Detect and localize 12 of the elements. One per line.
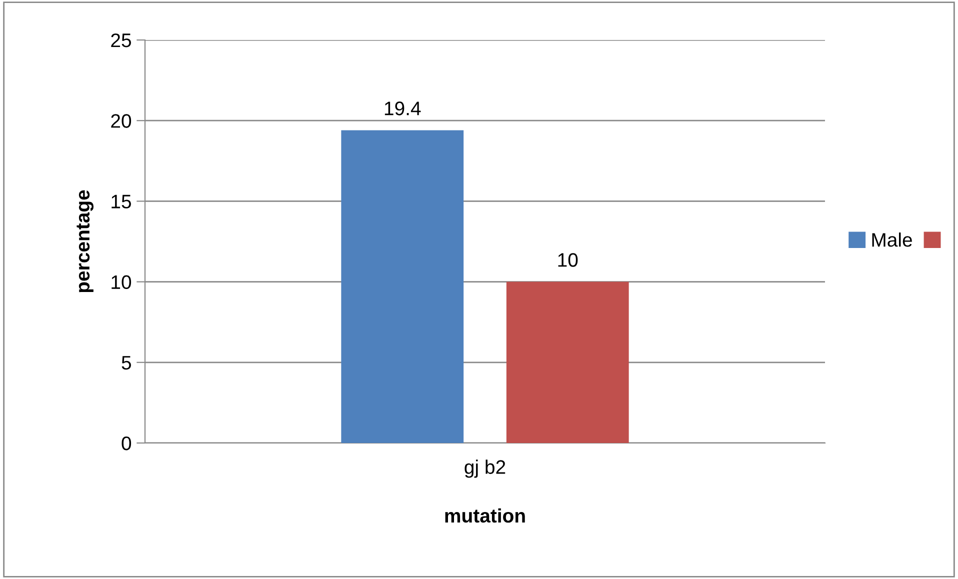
y-axis-title: percentage — [76, 190, 94, 292]
x-tick-label: gj b2 — [464, 460, 506, 478]
y-tick-label: 25 — [111, 33, 131, 48]
data-label: 10 — [558, 253, 578, 267]
y-tick-label: 0 — [122, 436, 132, 450]
legend-label: Male — [872, 232, 912, 247]
y-tick-label: 15 — [112, 194, 131, 208]
y-tick-label: 10 — [112, 275, 132, 290]
y-tick-label: 20 — [111, 114, 132, 128]
x-axis-title: mutation — [445, 508, 525, 523]
data-label: 19.4 — [384, 102, 421, 116]
y-tick-label: 5 — [122, 356, 131, 370]
